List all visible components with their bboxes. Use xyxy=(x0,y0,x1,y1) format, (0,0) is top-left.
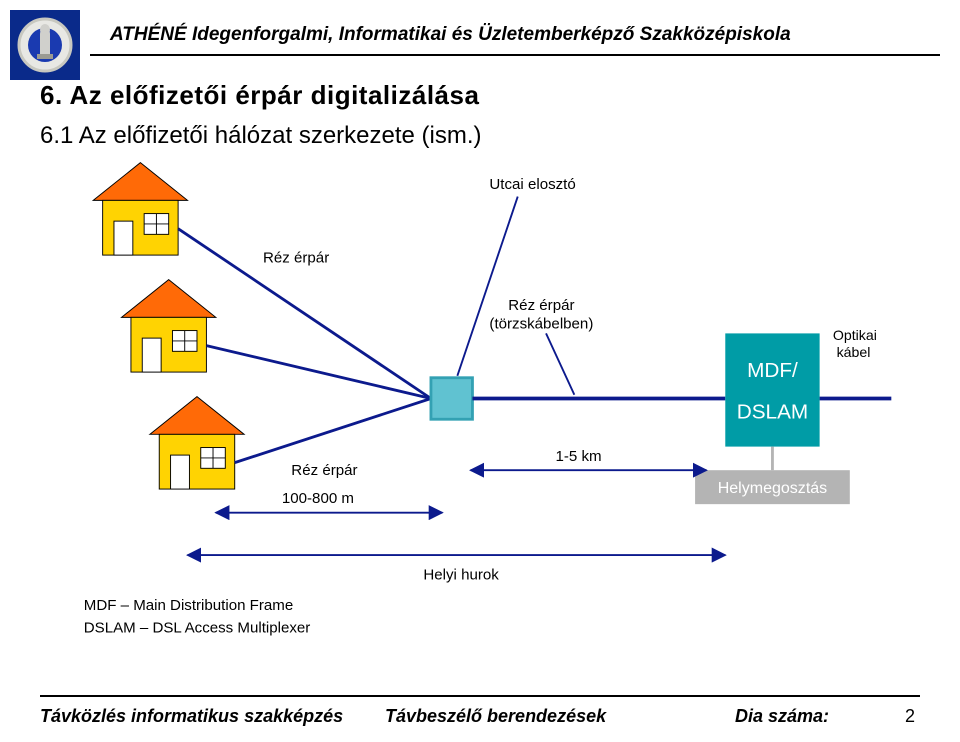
footer-left: Távközlés informatikus szakképzés xyxy=(40,706,385,727)
footer-rule xyxy=(40,695,920,697)
svg-text:1-5 km: 1-5 km xyxy=(555,448,601,465)
logo xyxy=(10,10,80,80)
svg-text:Helymegosztás: Helymegosztás xyxy=(718,479,827,497)
svg-text:DSLAM – DSL Access Multiplexer: DSLAM – DSL Access Multiplexer xyxy=(84,619,311,636)
svg-text:Réz érpár: Réz érpár xyxy=(508,297,574,314)
svg-text:(törzskábelben): (törzskábelben) xyxy=(489,316,593,333)
svg-text:DSLAM: DSLAM xyxy=(737,400,808,423)
page-number: 2 xyxy=(875,706,915,727)
svg-text:100-800 m: 100-800 m xyxy=(282,490,354,507)
footer-label: Dia száma: xyxy=(735,706,875,727)
school-header: ATHÉNÉ Idegenforgalmi, Informatikai és Ü… xyxy=(110,24,791,46)
svg-text:MDF/: MDF/ xyxy=(747,359,798,382)
footer-middle: Távbeszélő berendezések xyxy=(385,706,735,727)
svg-text:MDF – Main Distribution Frame: MDF – Main Distribution Frame xyxy=(84,597,293,614)
header-rule xyxy=(90,54,940,56)
svg-text:Optikai: Optikai xyxy=(833,327,877,343)
svg-text:kábel: kábel xyxy=(837,344,871,360)
svg-text:Réz érpár: Réz érpár xyxy=(291,462,357,479)
svg-text:Utcai elosztó: Utcai elosztó xyxy=(489,176,575,193)
network-diagram: MDF/DSLAM Helymegosztás Utcai elosztó Réz é… xyxy=(40,140,920,640)
svg-text:Réz érpár: Réz érpár xyxy=(263,250,329,267)
heading-1: 6. Az előfizetői érpár digitalizálása xyxy=(40,80,479,111)
footer: Távközlés informatikus szakképzés Távbes… xyxy=(40,706,920,727)
svg-text:Helyi hurok: Helyi hurok xyxy=(423,567,499,584)
